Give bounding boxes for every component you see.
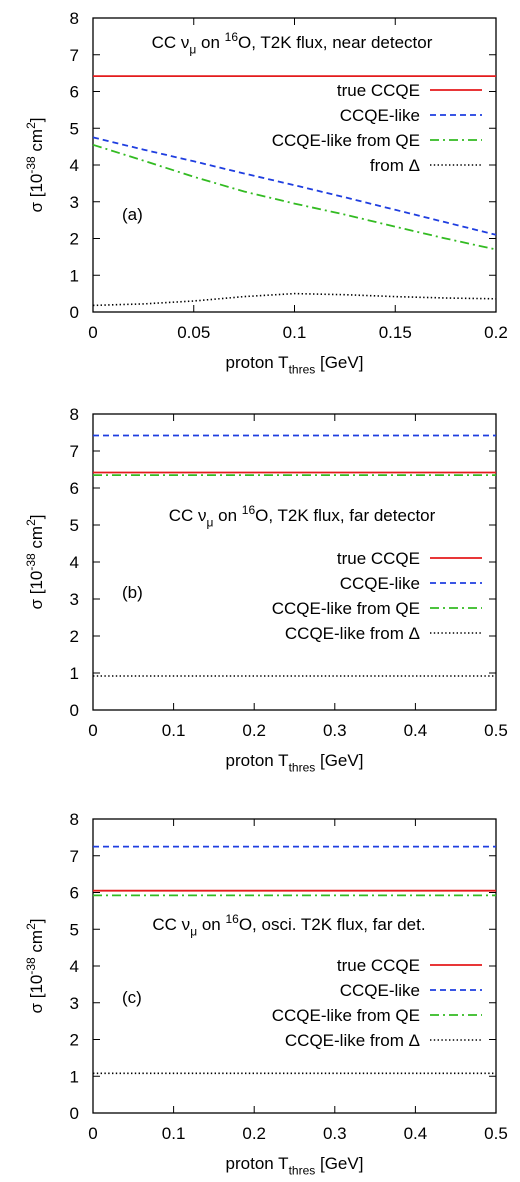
legend-label: from Δ: [370, 156, 420, 175]
chart-title: CC νμ on 16O, T2K flux, far detector: [169, 503, 436, 530]
y-tick-label: 3: [70, 994, 79, 1013]
title-backdrop: [148, 28, 436, 60]
plot-frame: [92, 818, 497, 1114]
legend-label: CCQE-like from Δ: [285, 624, 420, 643]
x-tick-label: 0.1: [162, 721, 186, 740]
y-tick-label: 8: [70, 810, 79, 829]
legend-label: CCQE-like: [340, 106, 420, 125]
x-tick-label: 0.4: [404, 721, 428, 740]
x-tick-label: 0.3: [323, 1124, 347, 1143]
x-tick-label: 0: [88, 1124, 97, 1143]
y-tick-label: 0: [70, 1104, 79, 1123]
panel-label: (a): [122, 205, 143, 224]
x-tick-label: 0.1: [162, 1124, 186, 1143]
y-tick-label: 4: [70, 553, 79, 572]
chart-panel-a: 0 1 2 3 4 5 6 7 8 0 0.05 0.1 0.15 0.2 proton Tthres [G…: [24, 9, 508, 376]
y-tick-label: 0: [70, 701, 79, 720]
x-axis-label: proton Tthres [GeV]: [226, 1154, 364, 1177]
y-tick-label: 3: [70, 590, 79, 609]
y-tick-label: 1: [70, 664, 79, 683]
title-backdrop: [165, 501, 439, 533]
y-tick-label: 0: [70, 303, 79, 322]
y-tick-label: 7: [70, 847, 79, 866]
y-tick-label: 5: [70, 920, 79, 939]
legend-label: true CCQE: [337, 81, 420, 100]
y-axis-label: σ [10-38 cm2]: [24, 514, 46, 609]
legend-label: CCQE-like from QE: [272, 1006, 420, 1025]
x-axis-label: proton Tthres [GeV]: [226, 353, 364, 376]
x-tick-label: 0: [88, 323, 97, 342]
series-line-3: [92, 292, 497, 307]
x-tick-label: 0.1: [283, 323, 307, 342]
y-tick-label: 5: [70, 516, 79, 535]
x-tick-label: 0.2: [484, 323, 508, 342]
legend-label: true CCQE: [337, 956, 420, 975]
panel-label: (c): [122, 988, 142, 1007]
x-tick-label: 0.2: [242, 1124, 266, 1143]
series-line-1: [92, 136, 497, 236]
legend-label: CCQE-like: [340, 574, 420, 593]
y-tick-label: 6: [70, 884, 79, 903]
x-tick-label: 0.5: [484, 1124, 508, 1143]
panel-label: (b): [122, 583, 143, 602]
y-tick-label: 7: [70, 46, 79, 65]
y-tick-label: 1: [70, 1067, 79, 1086]
legend-label: true CCQE: [337, 549, 420, 568]
legend-label: CCQE-like: [340, 981, 420, 1000]
y-tick-label: 4: [70, 156, 79, 175]
chart-panel-c: 0 1 2 3 4 5 6 7 8 0 0.1 0.2 0.3 0.4 0.5 proton Tthres […: [24, 810, 508, 1177]
y-tick-label: 7: [70, 442, 79, 461]
x-tick-label: 0.5: [484, 721, 508, 740]
y-tick-label: 8: [70, 405, 79, 424]
x-axis-label: proton Tthres [GeV]: [226, 751, 364, 774]
y-tick-label: 3: [70, 193, 79, 212]
y-tick-label: 5: [70, 119, 79, 138]
legend-label: CCQE-like from QE: [272, 599, 420, 618]
y-tick-label: 2: [70, 1031, 79, 1050]
y-axis-label: σ [10-38 cm2]: [24, 918, 46, 1013]
y-axis-label: σ [10-38 cm2]: [24, 117, 46, 212]
plot-frame: [92, 413, 497, 711]
x-tick-label: 0.15: [379, 323, 412, 342]
y-tick-label: 6: [70, 83, 79, 102]
legend-label: CCQE-like from Δ: [285, 1031, 420, 1050]
series-line-2: [92, 143, 497, 251]
y-tick-label: 1: [70, 266, 79, 285]
x-tick-label: 0: [88, 721, 97, 740]
title-backdrop: [149, 910, 429, 942]
y-tick-label: 2: [70, 230, 79, 249]
chart-panel-b: 0 1 2 3 4 5 6 7 8 0 0.1 0.2 0.3 0.4 0.5 proton Tthres […: [24, 405, 508, 774]
y-tick-label: 4: [70, 957, 79, 976]
y-tick-label: 8: [70, 9, 79, 28]
x-tick-label: 0.4: [404, 1124, 428, 1143]
x-tick-label: 0.2: [242, 721, 266, 740]
x-tick-label: 0.05: [177, 323, 210, 342]
x-tick-label: 0.3: [323, 721, 347, 740]
y-tick-label: 6: [70, 479, 79, 498]
chart-title: CC νμ on 16O, osci. T2K flux, far det.: [152, 912, 425, 939]
chart-title: CC νμ on 16O, T2K flux, near detector: [152, 30, 433, 57]
legend-label: CCQE-like from QE: [272, 131, 420, 150]
plot-frame: [92, 17, 497, 313]
y-tick-label: 2: [70, 627, 79, 646]
